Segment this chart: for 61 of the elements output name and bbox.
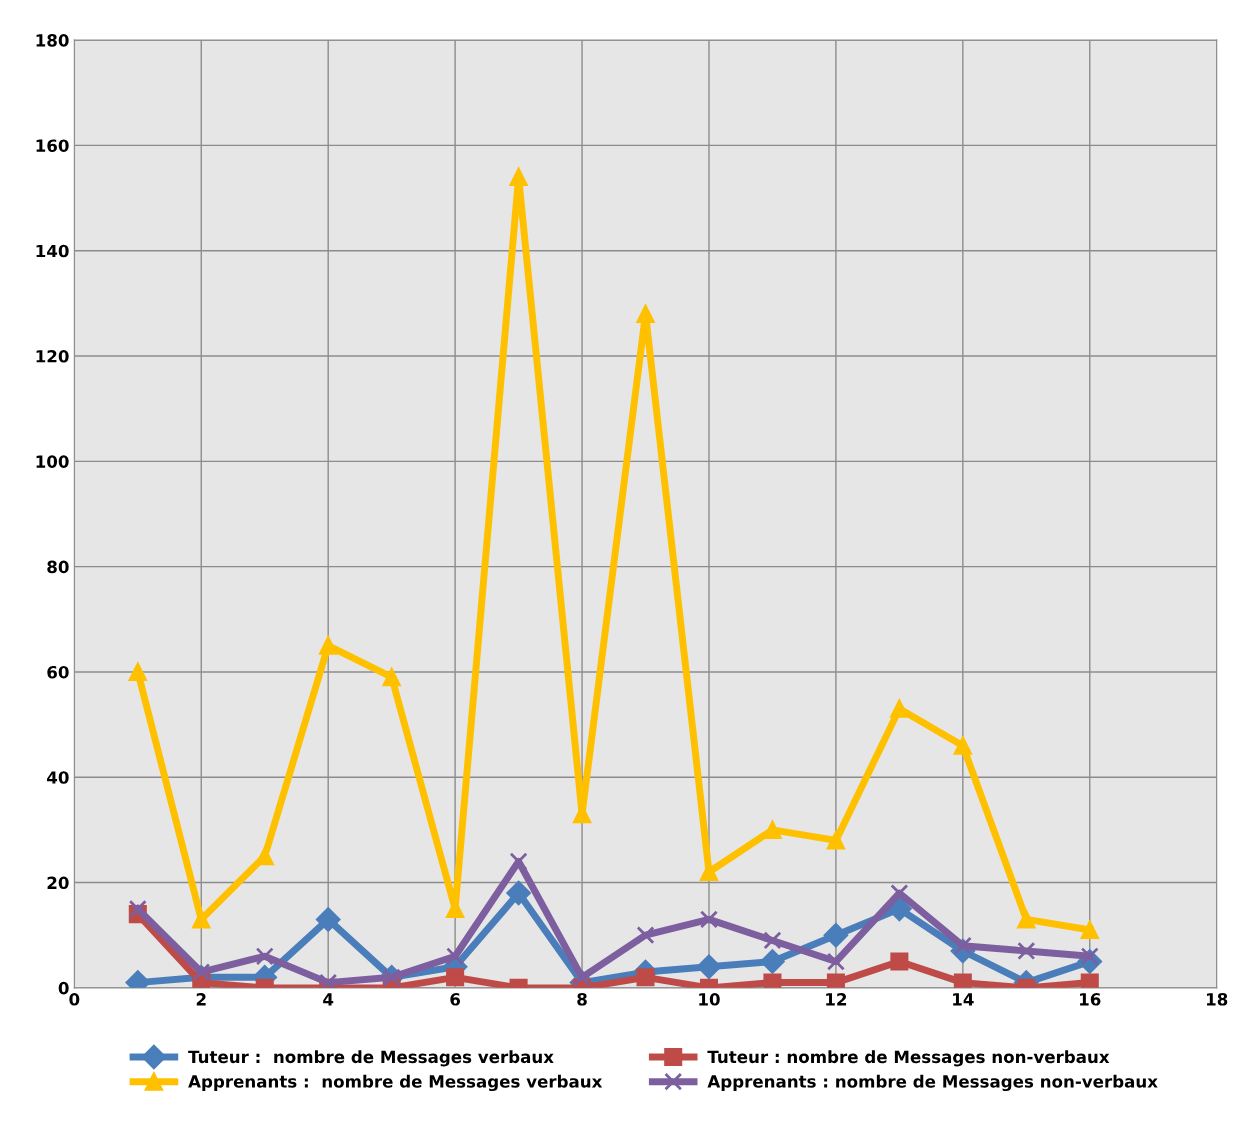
legend-label: Apprenants : nombre de Messages non-verbaux [707,1074,1158,1092]
point [636,304,655,323]
point [509,167,528,187]
x-tick-label: 10 [699,993,720,1006]
point [826,952,845,971]
point [192,910,211,929]
point [446,947,465,966]
point [890,952,909,971]
point [316,907,341,932]
x-tick-label: 14 [953,993,974,1006]
point [763,820,782,839]
point [763,931,782,950]
point [826,831,845,850]
y-tick-label: 60 [47,665,69,679]
y-tick-label: 100 [36,455,69,468]
legend-label: Apprenants : nombre de Messages verbaux [188,1074,603,1092]
point [506,880,531,906]
y-tick-label: 40 [47,771,69,784]
point [573,968,592,987]
x-tick-label: 18 [1206,993,1228,1006]
point [636,926,655,945]
point [699,910,719,929]
point [128,899,147,918]
legend-label: Tuteur : nombre de Messages verbaux [188,1050,554,1067]
point [890,699,909,718]
point [823,923,849,948]
point [128,662,147,681]
y-tick-label: 20 [47,876,69,890]
point [446,968,465,987]
point [509,852,528,871]
point [1080,920,1099,939]
point [763,973,782,988]
x-tick-label: 6 [450,993,461,1006]
x-tick-label: 12 [826,993,847,1006]
point [887,896,912,922]
point [382,668,401,687]
point [760,949,785,974]
point [319,636,338,655]
y-tick-label: 120 [36,349,69,363]
y-tick-label: 80 [47,560,69,574]
point [826,973,845,988]
y-tick-label: 180 [36,34,69,47]
x-tick-label: 16 [1080,993,1101,1006]
y-tick-label: 160 [36,139,69,152]
point [636,968,655,987]
point [1017,910,1036,929]
point [1080,973,1099,988]
point [1017,941,1036,961]
x-tick-label: 2 [196,993,206,1006]
point [953,973,972,988]
point [192,963,211,982]
point [699,862,719,882]
y-tick-label: 140 [36,244,69,258]
point [953,736,972,755]
point [696,954,722,979]
x-tick-label: 4 [323,993,334,1006]
x-tick-label: 8 [577,993,587,1006]
point [255,947,274,966]
y-tick-label: 0 [58,981,69,995]
x-tick-label: 0 [69,993,80,1006]
legend-label: Tuteur : nombre de Messages non-verbaux [707,1050,1110,1067]
